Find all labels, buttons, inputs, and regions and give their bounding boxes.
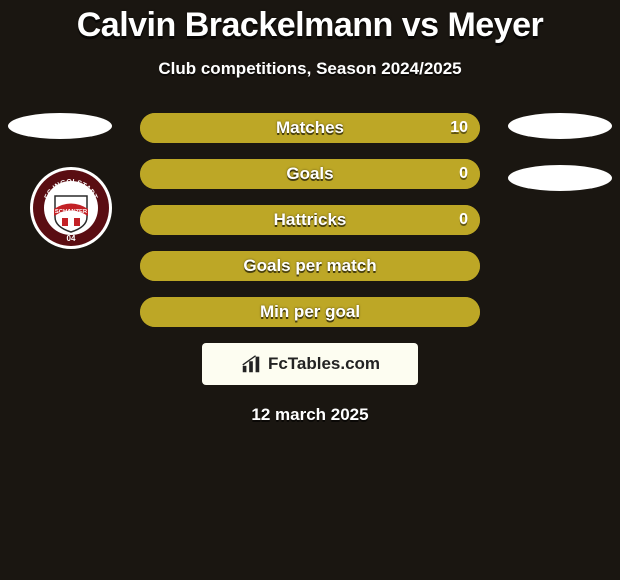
player-right-slot-2 bbox=[508, 165, 612, 191]
stat-value: 10 bbox=[450, 113, 468, 143]
stat-row-goals_per_match: Goals per match bbox=[140, 251, 480, 281]
infographic-root: Calvin Brackelmann vs Meyer Club competi… bbox=[0, 0, 620, 580]
stat-label: Goals bbox=[140, 159, 480, 189]
player-right-slot-1 bbox=[508, 113, 612, 139]
stat-row-hattricks: Hattricks0 bbox=[140, 205, 480, 235]
stats-area: FC INGOLSTADT 04 SCHANZER Matches10 Goals… bbox=[0, 113, 620, 327]
stat-label: Matches bbox=[140, 113, 480, 143]
stat-value: 0 bbox=[459, 159, 468, 189]
club-badge-left: FC INGOLSTADT 04 SCHANZER bbox=[30, 167, 112, 249]
stat-row-goals: Goals0 bbox=[140, 159, 480, 189]
stat-value: 0 bbox=[459, 205, 468, 235]
page-subtitle: Club competitions, Season 2024/2025 bbox=[0, 59, 620, 79]
branding-banner: FcTables.com bbox=[202, 343, 418, 385]
branding-text: FcTables.com bbox=[268, 354, 380, 374]
svg-text:04: 04 bbox=[67, 234, 76, 243]
stat-row-matches: Matches10 bbox=[140, 113, 480, 143]
footer-date: 12 march 2025 bbox=[0, 405, 620, 425]
club-crest-icon: FC INGOLSTADT 04 SCHANZER bbox=[32, 169, 110, 247]
stat-row-min_per_goal: Min per goal bbox=[140, 297, 480, 327]
page-title: Calvin Brackelmann vs Meyer bbox=[0, 0, 620, 45]
stat-label: Hattricks bbox=[140, 205, 480, 235]
stat-label: Goals per match bbox=[140, 251, 480, 281]
svg-text:SCHANZER: SCHANZER bbox=[55, 209, 88, 215]
player-left-slot-1 bbox=[8, 113, 112, 139]
bar-chart-icon bbox=[240, 353, 262, 375]
stat-label: Min per goal bbox=[140, 297, 480, 327]
